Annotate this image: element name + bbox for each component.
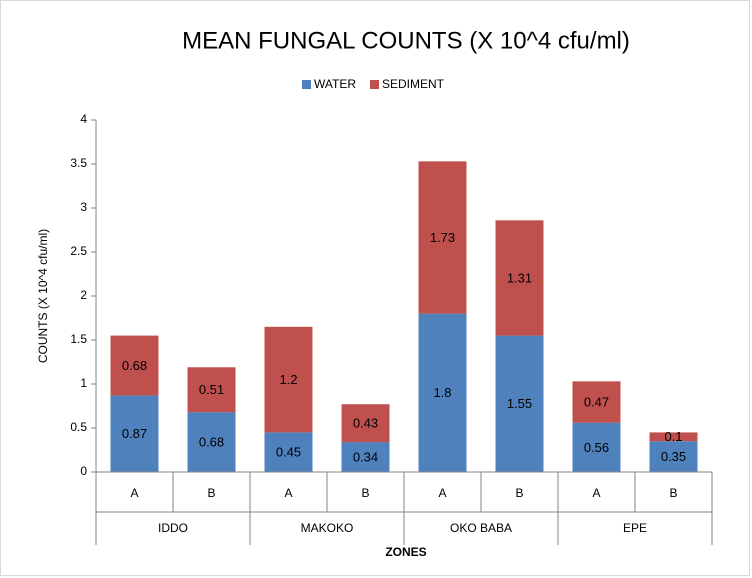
y-tick-label: 0 [80,464,87,478]
y-tick-label: 3.5 [70,156,87,170]
bar-segment [418,161,467,314]
data-label: 1.55 [507,396,532,411]
bar-segment [110,395,159,472]
y-axis-title: COUNTS (X 10^4 cfu/ml) [36,229,50,363]
x-tick-label: A [284,486,292,500]
data-label: 0.1 [664,429,682,444]
y-tick-label: 4 [80,112,87,126]
group-label: IDDO [158,521,188,535]
data-label: 0.56 [584,440,609,455]
bar-segment [264,326,313,433]
bar-segment [264,432,313,472]
legend-swatch [302,80,311,89]
x-tick-label: B [207,486,215,500]
x-tick-label: A [592,486,600,500]
bar-segment [110,335,159,396]
bar-segment [495,335,544,472]
data-label: 0.68 [199,435,224,450]
x-tick-label: B [669,486,677,500]
data-label: 0.43 [353,416,378,431]
bar-segment [418,313,467,472]
bar-segment [572,422,621,472]
bar-segment [649,432,698,442]
legend-label: WATER [314,77,356,91]
y-tick-label: 2 [80,288,87,302]
bar-segment [187,412,236,472]
legend-label: SEDIMENT [382,77,445,91]
y-tick-label: 3 [80,200,87,214]
bar-segment [341,404,390,443]
x-tick-label: B [361,486,369,500]
bar-segment [495,220,544,336]
data-label: 0.35 [661,449,686,464]
data-label: 1.8 [433,385,451,400]
data-label: 1.31 [507,270,532,285]
bar-segment [187,367,236,413]
group-label: EPE [623,521,647,535]
x-tick-label: A [438,486,446,500]
group-label: MAKOKO [301,521,354,535]
data-label: 0.51 [199,382,224,397]
data-label: 0.47 [584,394,609,409]
y-tick-label: 1 [80,376,87,390]
chart-title: MEAN FUNGAL COUNTS (X 10^4 cfu/ml) [182,27,630,54]
data-label: 0.68 [122,358,147,373]
data-label: 0.45 [276,445,301,460]
x-tick-label: B [515,486,523,500]
y-tick-label: 0.5 [70,420,87,434]
bar-segment [572,381,621,423]
legend-swatch [370,80,379,89]
data-label: 0.34 [353,449,378,464]
y-tick-label: 2.5 [70,244,87,258]
x-axis-title: ZONES [385,545,426,559]
group-label: OKO BABA [450,521,512,535]
x-tick-label: A [130,486,138,500]
data-label: 1.73 [430,230,455,245]
bar-segment [649,441,698,472]
bar-segment [341,442,390,472]
data-label: 0.87 [122,426,147,441]
y-tick-label: 1.5 [70,332,87,346]
data-label: 1.2 [279,372,297,387]
